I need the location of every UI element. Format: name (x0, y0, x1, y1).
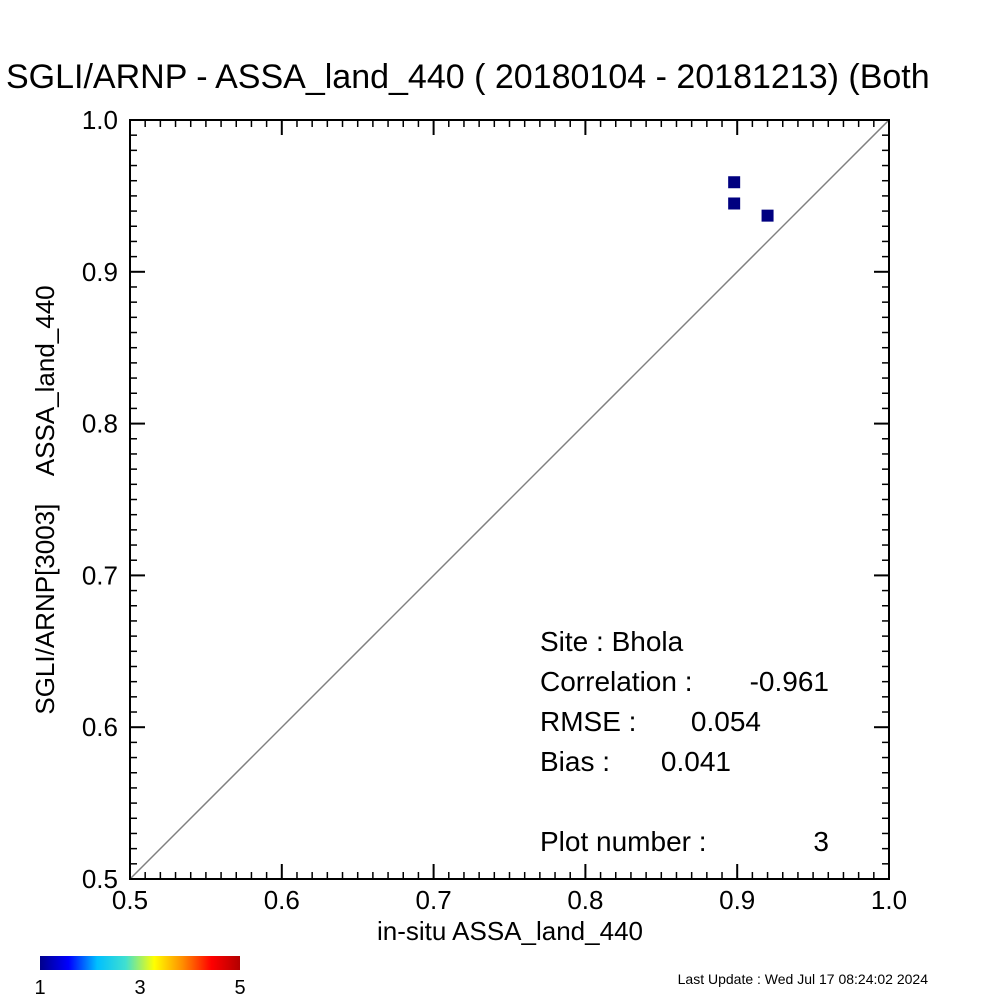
colorbar-tick-label: 5 (234, 977, 245, 999)
major-ticks (129, 119, 890, 880)
scatter-point (728, 197, 741, 210)
y-tick-label: 0.6 (82, 712, 118, 742)
stat-value: -0.961 (750, 666, 829, 697)
x-tick-label: 0.5 (112, 885, 148, 915)
x-tick-label: 0.6 (264, 885, 300, 915)
colorbar-tick-labels: 1 3 5 (34, 977, 245, 999)
scatter-point (728, 176, 741, 189)
y-tick-label: 0.5 (82, 864, 118, 894)
x-tick-labels: 0.5 0.6 0.7 0.8 0.9 1.0 (112, 885, 907, 915)
stat-value: 3 (813, 826, 829, 857)
one-to-one-line (129, 119, 890, 880)
stat-label: Correlation : (540, 666, 693, 697)
y-tick-label: 0.8 (82, 409, 118, 439)
stat-label: Plot number : (540, 826, 707, 857)
y-tick-label: 1.0 (82, 105, 118, 135)
last-update: Last Update : Wed Jul 17 08:24:02 2024 (678, 971, 929, 987)
scatter-point (761, 209, 774, 222)
x-tick-label: 0.8 (567, 885, 603, 915)
colorbar-tick-label: 3 (134, 977, 145, 999)
x-tick-label: 1.0 (871, 885, 907, 915)
stat-label: Bias : (540, 746, 610, 777)
stat-label: Site : Bhola (540, 626, 684, 657)
colorbar-tick-label: 1 (34, 977, 45, 999)
y-tick-labels: 0.5 0.6 0.7 0.8 0.9 1.0 (82, 105, 118, 894)
stat-label: RMSE : (540, 706, 636, 737)
plot-area (129, 119, 890, 880)
x-axis-label: in-situ ASSA_land_440 (377, 916, 643, 946)
stat-value: 0.041 (661, 746, 731, 777)
y-axis-label: SGLI/ARNP[3003] ASSA_land_440 (30, 285, 60, 714)
scatter-points (728, 176, 774, 222)
chart-title: SGLI/ARNP - ASSA_land_440 ( 20180104 - 2… (6, 58, 930, 96)
colorbar: 1 3 5 (34, 956, 246, 999)
y-tick-label: 0.7 (82, 560, 118, 590)
stats-box: Site : Bhola Correlation : -0.961 RMSE : 0.0… (540, 626, 829, 857)
y-tick-label: 0.9 (82, 257, 118, 287)
colorbar-gradient (40, 956, 240, 970)
minor-ticks (130, 120, 889, 879)
x-tick-label: 0.7 (416, 885, 452, 915)
x-tick-label: 0.9 (719, 885, 755, 915)
stat-value: 0.054 (691, 706, 761, 737)
